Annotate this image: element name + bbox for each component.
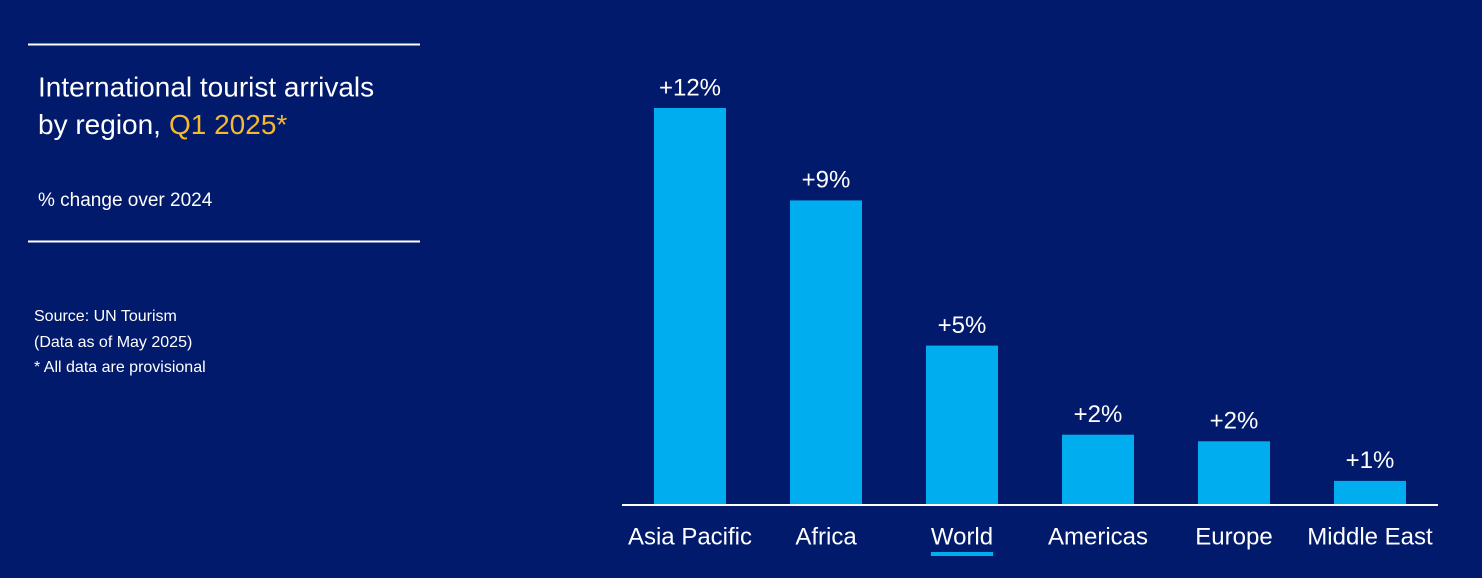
chart-title: International tourist arrivals <box>38 71 374 102</box>
value-label: +1% <box>1346 447 1395 474</box>
chart-subtitle: % change over 2024 <box>38 190 213 211</box>
note: Source: UN Tourism <box>34 308 177 325</box>
value-label: +9% <box>802 167 851 194</box>
x-tick-label: Africa <box>795 523 857 550</box>
bar <box>790 200 862 504</box>
chart-title-highlight: Q1 2025* <box>169 109 287 140</box>
note: (Data as of May 2025) <box>34 334 192 351</box>
bar <box>1198 441 1270 504</box>
value-label: +2% <box>1074 401 1123 428</box>
highlight-underline <box>930 552 994 556</box>
note: * All data are provisional <box>34 359 206 376</box>
bar <box>654 108 726 504</box>
bar <box>1062 434 1134 504</box>
value-label: +2% <box>1210 408 1259 435</box>
value-label: +12% <box>659 74 721 101</box>
bar <box>926 345 998 504</box>
x-tick-label: Europe <box>1195 523 1272 550</box>
x-tick-label: Asia Pacific <box>628 523 752 550</box>
x-tick-label: Middle East <box>1307 523 1433 550</box>
chart-title: by region, Q1 2025* <box>38 109 287 140</box>
chart-title: by region, <box>38 109 161 140</box>
x-tick-label: World <box>931 523 993 550</box>
bar <box>1334 480 1406 504</box>
x-tick-label: Americas <box>1048 523 1148 550</box>
value-label: +5% <box>938 312 987 339</box>
